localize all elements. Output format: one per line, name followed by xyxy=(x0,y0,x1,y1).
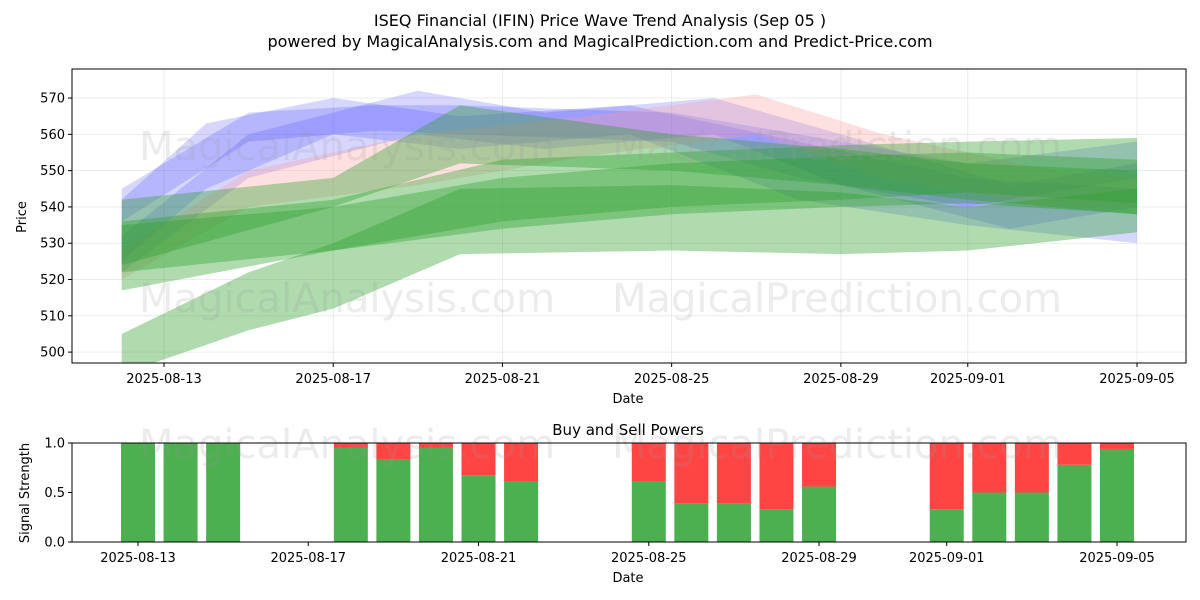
buy-bar-2025-08-19 xyxy=(376,459,411,542)
sell-bar-2025-08-22 xyxy=(504,443,539,482)
signal-ytick-label-1: 0.5 xyxy=(44,486,65,501)
sell-bar-2025-08-25 xyxy=(631,443,666,482)
price-ytick-label-4: 540 xyxy=(40,200,65,215)
price-ytick-label-5: 550 xyxy=(40,164,65,179)
price-ytick-label-3: 530 xyxy=(40,237,65,252)
signal-x-ticks: 2025-08-13 2025-08-17 2025-08-21 2025-08-25… xyxy=(100,542,1155,566)
sell-bar-2025-08-20 xyxy=(418,443,453,448)
price-xtick-label-1: 2025-08-17 xyxy=(295,372,371,387)
sell-bar-2025-08-28 xyxy=(759,443,794,510)
price-band-blue-2 xyxy=(121,90,1137,273)
sell-bar-2025-08-21 xyxy=(461,443,496,476)
price-ytick-label-0: 500 xyxy=(40,346,65,361)
buy-bar-2025-09-03 xyxy=(1014,492,1049,542)
price-band-green-7 xyxy=(121,185,1137,363)
price-x-ticks: 2025-08-13 2025-08-17 2025-08-21 2025-08-25… xyxy=(126,363,1175,387)
price-xtick-label-2: 2025-08-21 xyxy=(465,372,541,387)
sell-bar-2025-09-05 xyxy=(1100,443,1134,449)
sell-bar-2025-09-01 xyxy=(929,443,964,510)
sell-bar-2025-08-29 xyxy=(802,443,837,487)
sell-bar-2025-08-27 xyxy=(716,443,751,504)
watermark-analysis-bottom: MagicalAnalysis.com xyxy=(139,422,555,468)
price-xtick-label-3: 2025-08-25 xyxy=(634,372,710,387)
buy-bar-2025-08-21 xyxy=(461,475,496,542)
buy-bar-2025-08-20 xyxy=(418,447,453,542)
price-y-label: Price xyxy=(15,201,30,233)
sell-bar-2025-08-26 xyxy=(674,443,709,504)
price-band-blue-1 xyxy=(121,98,1137,262)
signal-xtick-label-5: 2025-09-01 xyxy=(909,551,985,566)
sell-bar-2025-09-02 xyxy=(972,443,1007,493)
signal-y-label: Signal Strength xyxy=(18,443,33,543)
price-band-green-4 xyxy=(121,105,1137,265)
sell-bar-2025-08-18 xyxy=(333,443,368,448)
signal-xtick-label-6: 2025-09-05 xyxy=(1079,551,1155,566)
sell-bar-2025-08-19 xyxy=(376,443,411,460)
price-band-green-5 xyxy=(121,138,1137,291)
buy-bar-2025-08-29 xyxy=(802,486,837,542)
buy-bar-2025-09-04 xyxy=(1057,464,1092,542)
price-y-ticks: 500 510 520 530 540 550 560 570 xyxy=(40,92,72,361)
buy-bar-2025-08-15 xyxy=(206,443,241,542)
price-ytick-label-7: 570 xyxy=(40,92,65,107)
price-ytick-label-1: 510 xyxy=(40,309,65,324)
signal-xtick-label-0: 2025-08-13 xyxy=(100,551,176,566)
buy-bar-2025-08-14 xyxy=(163,443,198,542)
price-grid xyxy=(72,69,1186,363)
buy-bar-2025-08-27 xyxy=(716,503,751,542)
price-band-blue-0 xyxy=(121,105,1137,222)
buy-bar-2025-09-05 xyxy=(1100,448,1134,542)
buy-bar-2025-08-25 xyxy=(631,481,666,542)
buy-bar-2025-08-26 xyxy=(674,503,709,542)
signal-y-ticks: 0.0 0.5 1.0 xyxy=(44,437,72,551)
price-band-pink-3 xyxy=(121,94,1137,280)
watermark-prediction-mid: MagicalPrediction.com xyxy=(612,276,1062,322)
price-bands xyxy=(121,90,1137,363)
buy-bar-2025-08-13 xyxy=(121,443,155,542)
watermark-prediction-top: MagicalPrediction.com xyxy=(612,124,1062,170)
chart-title: ISEQ Financial (IFIN) Price Wave Trend A… xyxy=(374,11,826,30)
price-xtick-label-0: 2025-08-13 xyxy=(126,372,202,387)
price-xtick-label-5: 2025-09-01 xyxy=(930,372,1006,387)
signal-ytick-label-2: 1.0 xyxy=(44,437,65,452)
signal-ytick-label-0: 0.0 xyxy=(44,536,65,551)
price-axes-frame xyxy=(71,68,1187,364)
price-ytick-label-2: 520 xyxy=(40,273,65,288)
signal-xtick-label-3: 2025-08-25 xyxy=(611,551,687,566)
signal-chart: Buy and Sell Powers MagicalAnalysis.com … xyxy=(18,421,1187,586)
signal-xtick-label-2: 2025-08-21 xyxy=(441,551,517,566)
price-xtick-label-6: 2025-09-05 xyxy=(1099,372,1175,387)
signal-title: Buy and Sell Powers xyxy=(552,421,704,439)
watermark-analysis-top: MagicalAnalysis.com xyxy=(139,124,555,170)
price-x-label: Date xyxy=(612,392,643,407)
price-chart: MagicalAnalysis.com MagicalPrediction.co… xyxy=(15,68,1187,407)
buy-bar-2025-08-22 xyxy=(504,481,539,542)
buy-bar-2025-08-18 xyxy=(333,447,368,542)
signal-x-label: Date xyxy=(612,571,643,586)
sell-bar-2025-09-03 xyxy=(1014,443,1049,493)
signal-xtick-label-1: 2025-08-17 xyxy=(270,551,346,566)
buy-bar-2025-09-02 xyxy=(972,492,1007,542)
signal-xtick-label-4: 2025-08-29 xyxy=(781,551,857,566)
watermark-prediction-bottom: MagicalPrediction.com xyxy=(612,422,1062,468)
chart-subtitle: powered by MagicalAnalysis.com and Magic… xyxy=(267,32,932,51)
buy-bar-2025-09-01 xyxy=(929,509,964,542)
watermark-analysis-mid: MagicalAnalysis.com xyxy=(139,276,555,322)
price-ytick-label-6: 560 xyxy=(40,128,65,143)
sell-bar-2025-09-04 xyxy=(1057,443,1092,465)
buy-bar-2025-08-28 xyxy=(759,509,794,542)
price-xtick-label-4: 2025-08-29 xyxy=(803,372,879,387)
price-band-green-6 xyxy=(121,152,1137,273)
signal-bars xyxy=(121,443,1134,542)
